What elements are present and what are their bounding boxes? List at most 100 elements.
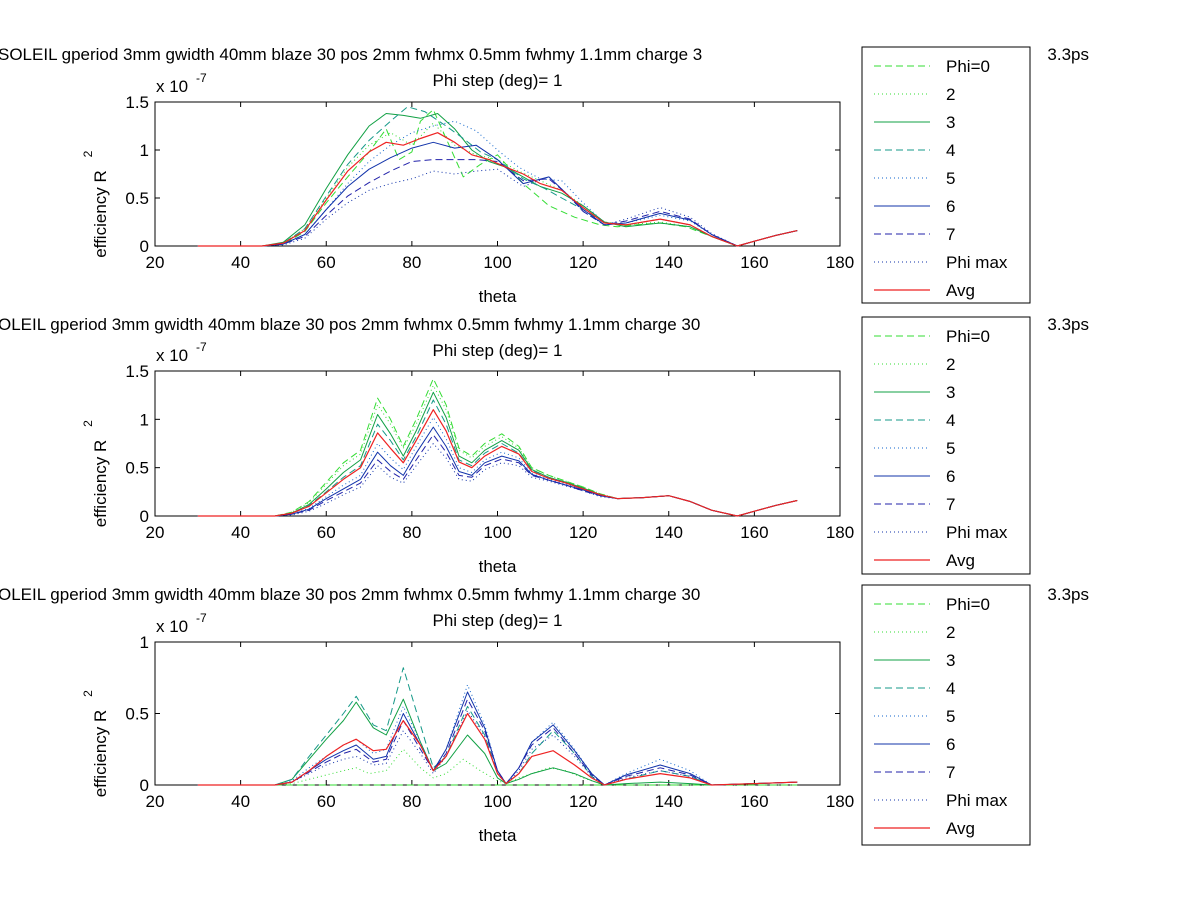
y-axis-label: efficiency R (91, 710, 110, 798)
legend-entry: 2 (946, 623, 955, 642)
y-exponent-label: x 10 (156, 617, 188, 636)
y-axis-label: efficiency R (91, 440, 110, 528)
y-axis-label-superscript: 2 (81, 150, 95, 157)
subplot-1: SOLEIL gperiod 3mm gwidth 40mm blaze 30 … (0, 45, 1089, 306)
series-line-5 (197, 416, 798, 517)
x-tick-label: 180 (826, 792, 854, 811)
plot-title-tail: 3.3ps (1047, 45, 1089, 64)
axes-box (154, 101, 841, 247)
series-group (197, 667, 798, 786)
series-line-7 (197, 698, 798, 786)
x-axis-label: theta (479, 826, 517, 845)
x-tick-label: 60 (317, 253, 336, 272)
legend-entry: 4 (946, 141, 955, 160)
x-tick-label: 180 (826, 523, 854, 542)
legend-entry: 3 (946, 383, 955, 402)
legend-entry: Phi max (946, 791, 1008, 810)
series-line-4 (197, 667, 798, 786)
series-line-6 (197, 691, 798, 786)
legend-entry: Phi=0 (946, 57, 990, 76)
series-line-7 (197, 434, 798, 517)
y-tick-label: 0 (140, 507, 149, 526)
legend-box (861, 584, 1031, 846)
x-tick-label: 100 (483, 253, 511, 272)
series-group (197, 378, 798, 517)
y-axis-label: efficiency R (91, 170, 110, 258)
series-line-8 (197, 443, 798, 517)
y-tick-label: 1.5 (125, 362, 149, 381)
x-tick-label: 60 (317, 523, 336, 542)
x-tick-label: 80 (402, 792, 421, 811)
series-line-3 (197, 113, 798, 247)
x-tick-label: 120 (569, 523, 597, 542)
legend-entry: Phi max (946, 523, 1008, 542)
plot-title-tail: 3.3ps (1047, 585, 1089, 604)
legend-entry: Phi max (946, 253, 1008, 272)
x-tick-label: 140 (655, 253, 683, 272)
legend-box (861, 316, 1031, 575)
series-line-5 (197, 120, 798, 247)
legend-entry: 6 (946, 197, 955, 216)
series-line-7 (197, 159, 798, 247)
y-tick-label: 0.5 (125, 189, 149, 208)
y-exponent-power: -7 (196, 71, 207, 85)
x-tick-label: 160 (740, 792, 768, 811)
series-line-3 (197, 698, 798, 786)
y-tick-label: 0.5 (125, 705, 149, 724)
x-tick-label: 140 (655, 792, 683, 811)
y-tick-label: 0 (140, 776, 149, 795)
plot-title: OLEIL gperiod 3mm gwidth 40mm blaze 30 p… (0, 315, 700, 334)
legend-box (861, 46, 1031, 304)
legend-entry: 6 (946, 735, 955, 754)
legend-entry: 5 (946, 169, 955, 188)
x-tick-label: 80 (402, 253, 421, 272)
series-line-2 (197, 748, 798, 786)
x-tick-label: 20 (146, 523, 165, 542)
legend-entry: 3 (946, 651, 955, 670)
legend-entry: 2 (946, 355, 955, 374)
series-line-8 (197, 168, 798, 247)
y-axis-label-superscript: 2 (81, 420, 95, 427)
x-tick-label: 140 (655, 523, 683, 542)
legend-entry: 2 (946, 85, 955, 104)
x-tick-label: 120 (569, 253, 597, 272)
plot-title-tail: 3.3ps (1047, 315, 1089, 334)
x-tick-label: 120 (569, 792, 597, 811)
plot-subtitle: Phi step (deg)= 1 (433, 71, 563, 90)
x-axis-label: theta (479, 557, 517, 576)
x-tick-label: 100 (483, 523, 511, 542)
x-tick-label: 20 (146, 253, 165, 272)
series-line-9 (197, 132, 798, 247)
series-group (197, 106, 798, 247)
series-line-2 (197, 385, 798, 517)
legend-entry: 7 (946, 495, 955, 514)
series-line-1 (197, 378, 798, 517)
y-exponent-label: x 10 (156, 77, 188, 96)
y-tick-label: 1 (140, 410, 149, 429)
series-line-4 (197, 106, 798, 247)
series-line-9 (197, 409, 798, 517)
x-tick-label: 60 (317, 792, 336, 811)
legend-entry: 4 (946, 411, 955, 430)
axes-box (154, 641, 841, 786)
series-line-6 (197, 426, 798, 517)
x-tick-label: 80 (402, 523, 421, 542)
legend-entry: 6 (946, 467, 955, 486)
y-tick-label: 0.5 (125, 459, 149, 478)
legend-entry: Avg (946, 551, 975, 570)
y-tick-label: 0 (140, 237, 149, 256)
x-tick-label: 160 (740, 253, 768, 272)
subplot-3: OLEIL gperiod 3mm gwidth 40mm blaze 30 p… (0, 585, 1089, 845)
subplot-2: OLEIL gperiod 3mm gwidth 40mm blaze 30 p… (0, 315, 1089, 576)
legend: Phi=0 2 3 4 5 6 7 Phi max Avg (861, 46, 1031, 304)
y-exponent-power: -7 (196, 611, 207, 625)
legend: Phi=0 2 3 4 5 6 7 Phi max Avg (861, 316, 1031, 575)
x-tick-label: 40 (231, 792, 250, 811)
y-exponent-power: -7 (196, 340, 207, 354)
x-tick-label: 160 (740, 523, 768, 542)
x-axis-label: theta (479, 287, 517, 306)
plot-subtitle: Phi step (deg)= 1 (433, 341, 563, 360)
y-tick-label: 1 (140, 633, 149, 652)
series-line-5 (197, 684, 798, 786)
